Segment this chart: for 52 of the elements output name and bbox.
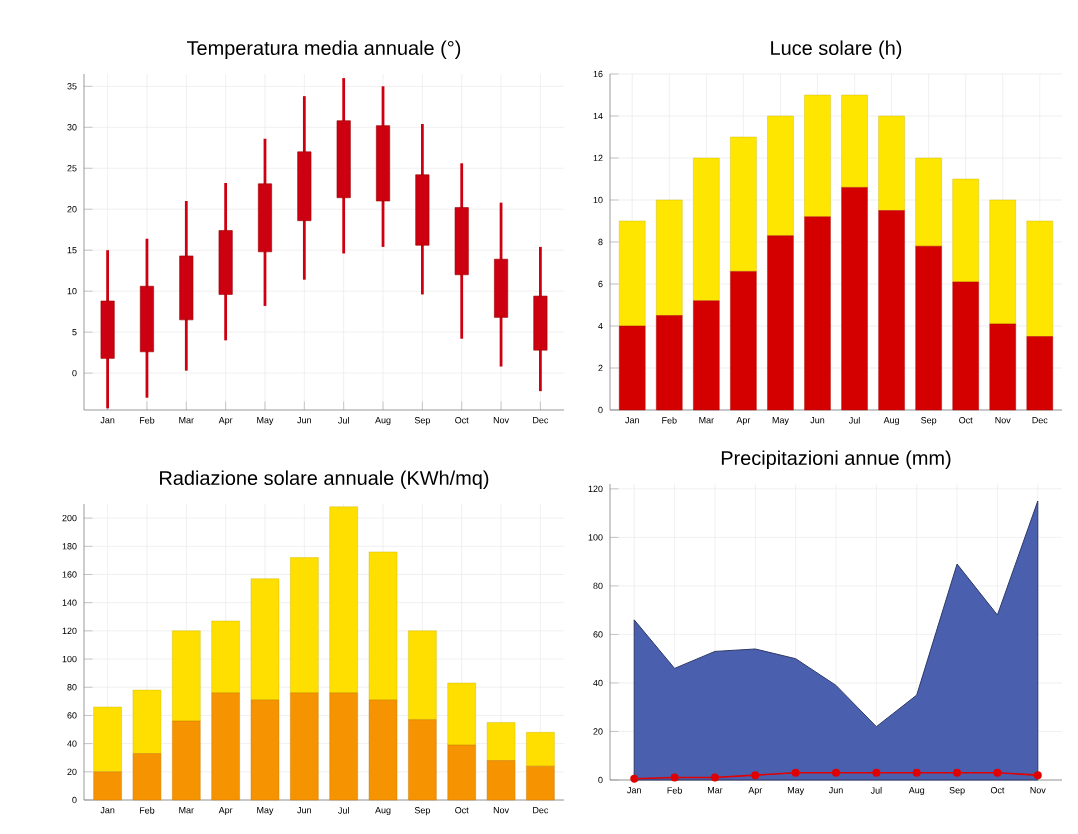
bar	[656, 199, 683, 316]
bar	[693, 157, 720, 301]
bar	[1026, 220, 1053, 337]
bar	[250, 578, 280, 701]
bar	[408, 719, 437, 801]
bar	[730, 136, 757, 272]
bar	[486, 760, 516, 801]
bar	[841, 187, 868, 411]
bar	[290, 557, 319, 694]
chart-title: Luce solare (h)	[771, 40, 902, 59]
chart-title: Temperatura media annuale (°)	[187, 40, 461, 59]
bar	[526, 765, 555, 801]
bar	[211, 692, 240, 801]
bar	[93, 706, 122, 773]
bar	[132, 753, 162, 801]
chart-title: Radiazione solare annuale (KWh/mq)	[160, 470, 489, 489]
bar	[93, 771, 122, 801]
bar	[767, 235, 794, 411]
bar	[730, 271, 757, 411]
bar	[989, 199, 1016, 325]
bar	[368, 551, 398, 701]
bar	[447, 682, 476, 746]
bar	[619, 325, 646, 411]
bar	[656, 315, 683, 411]
chart-title: Precipitazioni annue (mm)	[721, 450, 951, 469]
bar	[952, 281, 979, 411]
bar	[408, 630, 437, 720]
bar	[132, 689, 162, 754]
bar	[693, 300, 720, 411]
bar	[526, 732, 555, 767]
bar	[841, 94, 868, 188]
bar	[804, 94, 831, 217]
bar	[172, 630, 201, 722]
bar	[915, 246, 942, 411]
bar	[915, 157, 942, 247]
bar	[447, 744, 476, 801]
bar	[172, 720, 201, 801]
bar	[989, 323, 1016, 411]
bar	[250, 699, 280, 801]
bar	[329, 692, 358, 801]
bar	[804, 216, 831, 411]
bar	[1026, 336, 1053, 411]
bar	[211, 620, 240, 694]
bar	[767, 115, 794, 236]
bar	[290, 692, 319, 801]
bar	[486, 722, 516, 761]
bar	[368, 699, 398, 801]
bar	[619, 220, 646, 327]
bar	[952, 178, 979, 283]
bar	[878, 115, 905, 211]
bar	[878, 210, 905, 411]
bar	[329, 506, 358, 694]
